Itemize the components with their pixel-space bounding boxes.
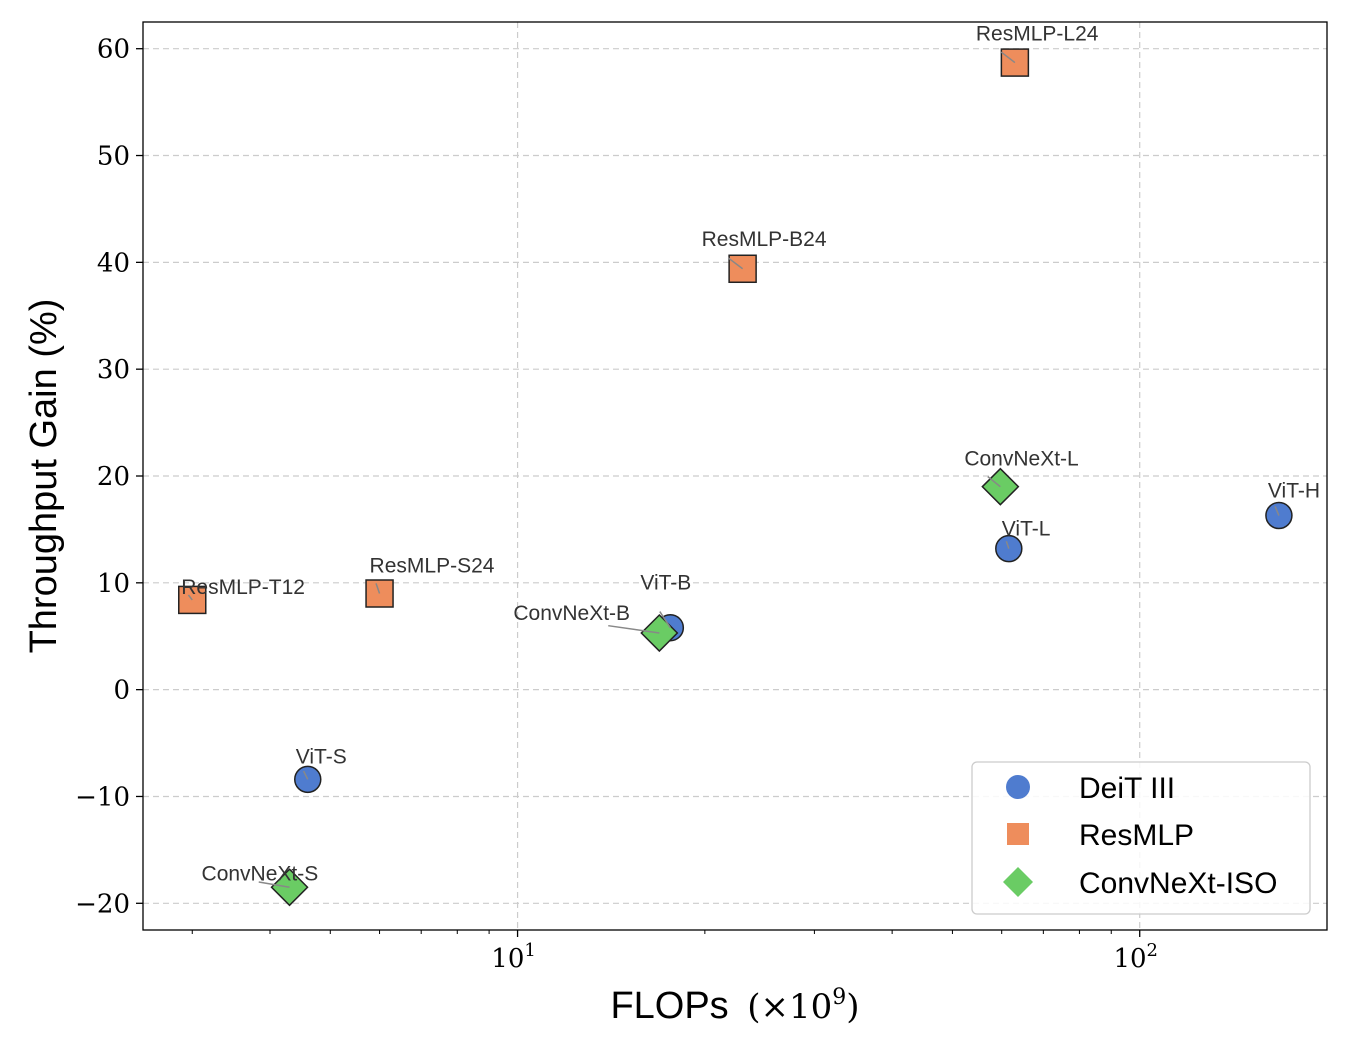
leader-convnext-l [987, 475, 1001, 488]
y-tick-label: 40 [97, 248, 130, 278]
leader-vit-b [659, 611, 671, 629]
legend: DeiT III ResMLP ConvNeXt-ISO [971, 761, 1311, 915]
label-resmlp-l24: ResMLP-L24 [976, 23, 1099, 46]
legend-label-deit: DeiT III [1079, 772, 1175, 805]
y-tick-label: 0 [113, 676, 130, 706]
label-convnext-l: ConvNeXt-L [964, 448, 1078, 471]
label-vit-b: ViT-B [640, 572, 691, 595]
label-vit-s: ViT-S [296, 745, 347, 768]
x-tick-label: 101 [491, 940, 536, 974]
x-axis-title: FLOPs (×109) [610, 985, 859, 1027]
leader-convnext-b [608, 624, 660, 634]
x-axis-ticks: 101 102 [191, 930, 1158, 974]
label-convnext-s: ConvNeXt-S [202, 862, 319, 885]
y-tick-label: 20 [97, 462, 130, 492]
leader-resmlp-s24 [375, 583, 381, 594]
y-tick-label: 60 [97, 35, 130, 65]
label-resmlp-b24: ResMLP-B24 [702, 228, 827, 251]
legend-marker-convnext [1003, 867, 1033, 897]
leader-resmlp-t12 [187, 594, 193, 601]
y-tick-label: 50 [97, 142, 130, 172]
y-axis-ticks: 60 50 40 30 20 10 0 −10 −20 [75, 35, 143, 919]
legend-marker-resmlp [1007, 823, 1029, 845]
label-vit-h: ViT-H [1268, 480, 1320, 503]
data-points: ViT-S ViT-B ViT-L ViT-H ResMLP-T12 ResMLP-S24… [178, 23, 1320, 907]
legend-label-convnext: ConvNeXt-ISO [1079, 867, 1277, 900]
y-tick-label: −10 [75, 782, 130, 812]
legend-label-resmlp: ResMLP [1079, 819, 1194, 852]
leader-vit-l [1005, 541, 1010, 549]
leader-vit-s [302, 770, 309, 780]
legend-marker-deit [1006, 775, 1030, 799]
label-resmlp-t12: ResMLP-T12 [181, 576, 305, 599]
label-vit-l: ViT-L [1002, 518, 1051, 541]
leader-resmlp-b24 [727, 257, 744, 270]
leader-resmlp-l24 [1000, 51, 1016, 64]
plot-frame [142, 21, 1328, 931]
y-tick-label: 10 [97, 569, 130, 599]
leader-convnext-s [258, 881, 290, 889]
x-tick-label: 102 [1113, 940, 1158, 974]
label-convnext-b: ConvNeXt-B [513, 602, 630, 625]
y-tick-label: 30 [97, 355, 130, 385]
y-tick-label: −20 [75, 889, 130, 919]
legend-box [971, 761, 1311, 915]
leader-vit-h [1274, 506, 1280, 516]
label-resmlp-s24: ResMLP-S24 [370, 555, 495, 578]
y-axis-title: Throughput Gain (%) [23, 299, 65, 654]
